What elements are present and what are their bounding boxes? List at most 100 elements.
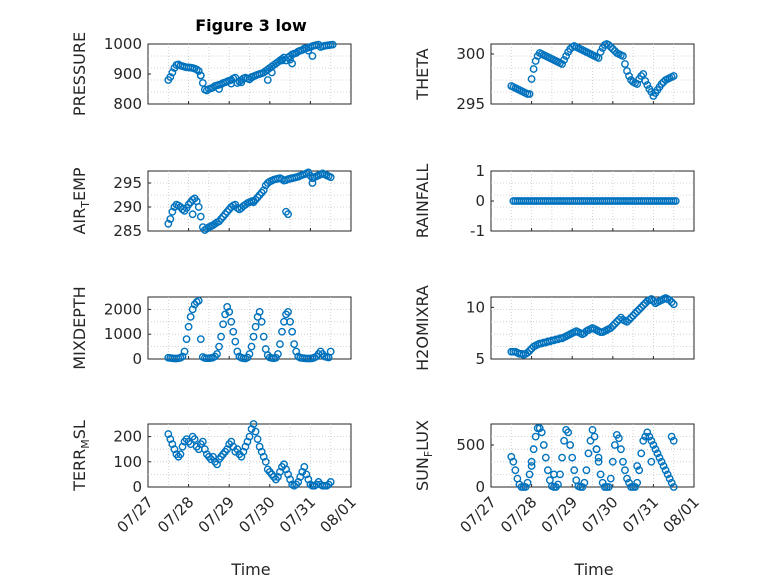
data-point: [180, 347, 189, 356]
data-point: [263, 76, 272, 84]
data-point: [184, 322, 193, 331]
data-point: [564, 428, 573, 437]
data-point: [614, 434, 623, 443]
data-point: [290, 340, 299, 349]
data-point: [665, 296, 674, 304]
data-point: [590, 432, 599, 441]
data-point: [259, 332, 268, 341]
data-point: [529, 65, 538, 73]
y-axis-label-main: SUN: [413, 457, 432, 491]
data-point: [257, 317, 266, 326]
data-point: [566, 441, 575, 449]
y-axis-label-subscript: M: [79, 439, 92, 449]
data-point: [231, 337, 240, 346]
data-point: [288, 327, 297, 336]
data-point: [543, 466, 552, 475]
data-point: [251, 322, 260, 331]
data-point: [227, 79, 236, 88]
data-point: [227, 317, 236, 326]
data-point: [633, 478, 642, 487]
data-point: [643, 428, 652, 437]
data-point: [635, 305, 644, 314]
data-point: [619, 457, 627, 466]
data-point: [168, 207, 177, 216]
data-point: [627, 313, 635, 322]
y-axis-label: TERRMSL: [70, 420, 92, 492]
data-point: [245, 432, 254, 441]
subplot-2: 295 300 THETA: [413, 40, 695, 113]
data-point: [328, 40, 337, 49]
data-point: [215, 342, 223, 351]
data-point: [527, 75, 536, 83]
y-axis-label: AIRTEMP: [70, 167, 92, 234]
data-point: [623, 474, 631, 483]
data-point: [643, 81, 652, 89]
data-point: [633, 307, 642, 316]
data-point: [300, 462, 309, 471]
x-tick-label: 07/29: [538, 493, 581, 536]
subplot-7: 0 100 200 TERRMSL 07/2707/2807/2907/3007/310…: [70, 420, 360, 536]
data-point: [186, 312, 195, 321]
y-tick-label: 285: [113, 222, 142, 240]
data-point: [608, 45, 617, 53]
data-point: [631, 483, 640, 491]
data-point: [308, 52, 317, 60]
data-point: [596, 48, 605, 56]
data-point: [594, 453, 603, 462]
data-point: [537, 428, 546, 437]
data-point: [558, 453, 566, 462]
data-point: [562, 52, 571, 60]
data-point: [276, 340, 284, 349]
data-point: [594, 457, 603, 466]
data-point: [625, 478, 633, 487]
data-point: [604, 483, 613, 491]
data-point: [182, 335, 191, 344]
x-tick-label: 08/01: [317, 493, 360, 536]
y-tick-label: 295: [113, 174, 142, 192]
data-point: [639, 301, 648, 310]
data-point: [663, 470, 672, 479]
data-point: [645, 432, 654, 441]
x-tick-label: 07/31: [276, 493, 319, 536]
data-point: [164, 76, 173, 84]
data-point: [667, 298, 676, 307]
x-tick-label: 07/28: [497, 493, 540, 536]
y-axis-label-subscript: F: [422, 451, 435, 457]
data-point: [580, 478, 589, 487]
data-point: [274, 350, 282, 358]
data-point: [653, 449, 662, 458]
data-point: [649, 441, 658, 449]
data-point: [326, 347, 335, 356]
data-point: [592, 445, 601, 454]
data-point: [669, 72, 678, 80]
data-point: [621, 60, 629, 68]
data-point: [608, 322, 617, 330]
data-point: [213, 350, 221, 358]
data-point: [647, 436, 656, 445]
data-point: [527, 457, 536, 466]
figure-title: Figure 3 low: [195, 16, 307, 35]
data-point: [606, 43, 615, 51]
y-tick-label: 200: [113, 428, 142, 446]
data-point: [278, 327, 286, 336]
data-point: [286, 317, 294, 326]
y-tick-label: 800: [113, 95, 142, 113]
x-tick-label: 07/30: [235, 493, 278, 536]
data-point: [550, 470, 558, 479]
data-point: [255, 307, 264, 316]
data-point: [249, 332, 258, 341]
data-point: [525, 470, 534, 479]
data-point: [665, 474, 674, 483]
subplot-6: 5 10 H2OMIXRA: [413, 285, 695, 371]
data-point: [651, 445, 660, 454]
x-tick-label: 07/30: [578, 493, 621, 536]
data-point: [523, 348, 532, 357]
data-point: [284, 307, 292, 316]
data-point: [237, 78, 246, 87]
data-point: [164, 219, 173, 228]
data-point: [196, 335, 205, 344]
y-axis-label: PRESSURE: [70, 32, 89, 116]
y-tick-label: 900: [113, 65, 142, 83]
data-point: [308, 179, 317, 187]
